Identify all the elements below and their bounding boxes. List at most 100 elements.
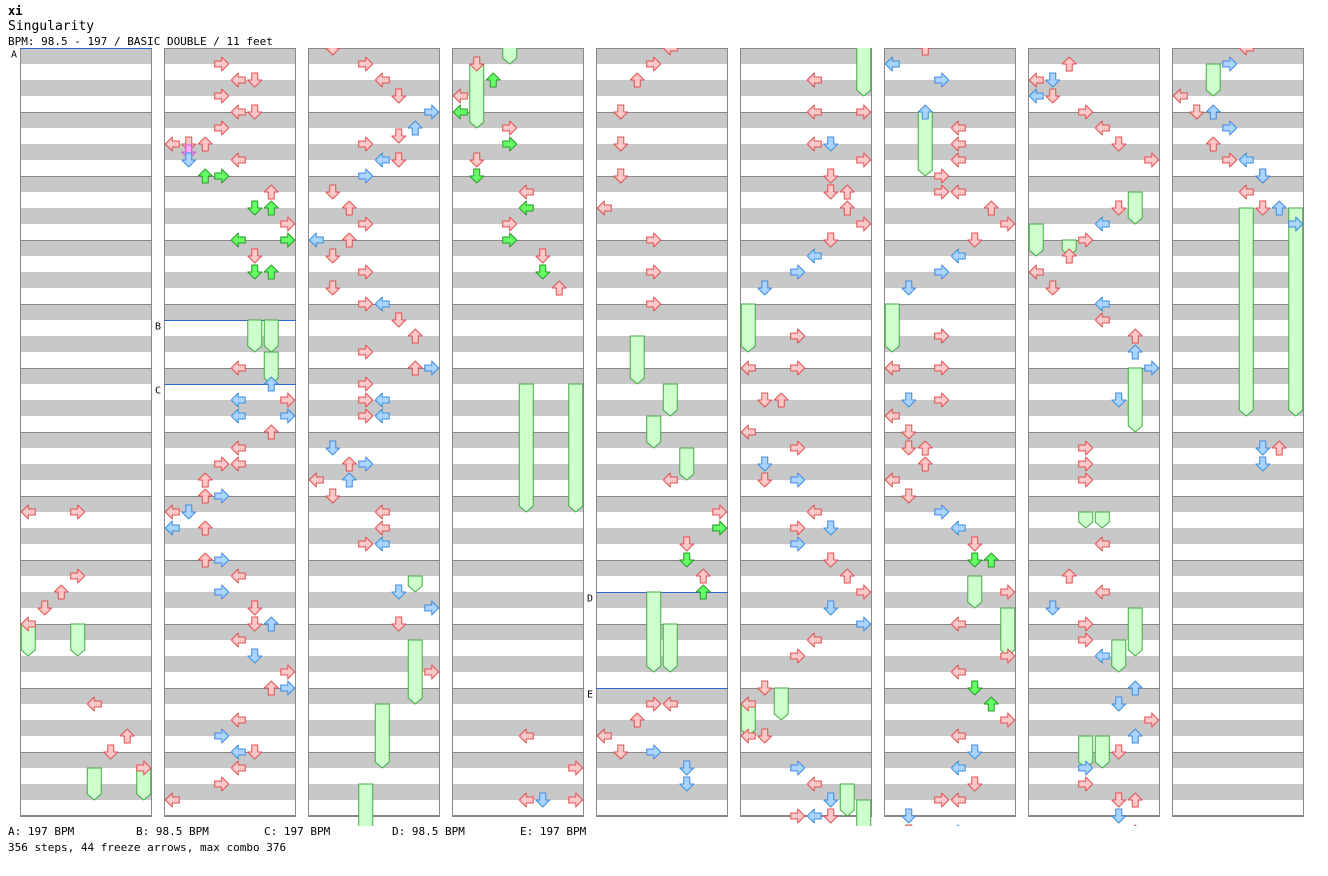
step-arrow <box>1028 72 1044 88</box>
step-arrow <box>1255 456 1271 472</box>
section-label: B <box>155 322 161 333</box>
step-arrow <box>424 104 440 120</box>
step-arrow <box>280 664 296 680</box>
step-arrow <box>1271 200 1287 216</box>
step-arrow <box>740 424 756 440</box>
step-arrow <box>1078 456 1094 472</box>
step-arrow <box>757 728 773 744</box>
step-arrow <box>679 776 695 792</box>
step-arrow <box>1238 152 1254 168</box>
step-arrow <box>341 232 357 248</box>
step-arrow <box>712 504 728 520</box>
bpm-legend-a: A: 197 BPM <box>8 825 75 838</box>
step-arrow <box>917 440 933 456</box>
step-arrow <box>247 264 263 280</box>
step-arrow <box>391 312 407 328</box>
freeze-arrow <box>917 111 933 177</box>
step-arrow <box>1000 584 1016 600</box>
step-arrow <box>1028 88 1044 104</box>
step-arrow <box>374 72 390 88</box>
step-arrow <box>325 48 341 56</box>
step-arrow <box>469 168 485 184</box>
step-arrow <box>358 56 374 72</box>
step-arrow <box>1111 744 1127 760</box>
step-arrow <box>934 264 950 280</box>
step-arrow <box>1094 120 1110 136</box>
step-arrow <box>263 680 279 696</box>
step-arrow <box>1255 440 1271 456</box>
step-arrow <box>518 792 534 808</box>
step-arrow <box>1111 200 1127 216</box>
step-arrow <box>197 520 213 536</box>
step-arrow <box>983 552 999 568</box>
step-arrow <box>230 456 246 472</box>
step-arrow <box>1000 712 1016 728</box>
step-arrow <box>308 232 324 248</box>
step-arrow <box>424 600 440 616</box>
step-arrow <box>917 48 933 56</box>
step-arrow <box>1094 584 1110 600</box>
step-arrow <box>391 616 407 632</box>
freeze-arrow <box>884 303 900 353</box>
step-arrow <box>230 72 246 88</box>
step-arrow <box>263 264 279 280</box>
step-arrow <box>197 472 213 488</box>
step-arrow <box>934 504 950 520</box>
step-arrow <box>757 392 773 408</box>
chart-column <box>308 48 440 817</box>
step-arrow <box>1133 824 1137 826</box>
step-arrow <box>181 152 197 168</box>
step-arrow <box>1094 312 1110 328</box>
step-arrow <box>20 504 36 520</box>
step-arrow <box>214 776 230 792</box>
step-arrow <box>1255 168 1271 184</box>
step-arrow <box>646 56 662 72</box>
freeze-arrow <box>1288 207 1304 417</box>
step-arrow <box>856 152 872 168</box>
step-arrow <box>884 56 900 72</box>
step-arrow <box>280 392 296 408</box>
step-arrow <box>757 280 773 296</box>
step-arrow <box>263 200 279 216</box>
freeze-arrow <box>374 703 390 769</box>
freeze-arrow <box>502 48 518 65</box>
step-arrow <box>1144 360 1160 376</box>
step-arrow <box>695 568 711 584</box>
step-arrow <box>280 216 296 232</box>
step-arrow <box>568 760 584 776</box>
step-arrow <box>230 392 246 408</box>
step-arrow <box>280 232 296 248</box>
step-arrow <box>374 152 390 168</box>
step-arrow <box>773 392 789 408</box>
bpm-legend: A: 197 BPM B: 98.5 BPM C: 197 BPM D: 98.… <box>8 825 708 838</box>
step-arrow <box>790 808 806 824</box>
step-arrow <box>757 680 773 696</box>
step-arrow <box>1094 648 1110 664</box>
step-arrow <box>839 184 855 200</box>
step-arrow <box>1127 728 1143 744</box>
step-arrow <box>164 504 180 520</box>
step-arrow <box>247 72 263 88</box>
step-arrow <box>103 744 119 760</box>
chart-column <box>1028 48 1160 817</box>
step-arrow <box>901 440 917 456</box>
freeze-arrow <box>773 687 789 721</box>
step-arrow <box>662 696 678 712</box>
step-arrow <box>646 264 662 280</box>
freeze-arrow <box>358 783 374 826</box>
step-arrow <box>325 248 341 264</box>
freeze-arrow <box>629 335 645 385</box>
step-arrow <box>263 184 279 200</box>
freeze-arrow <box>1127 607 1143 657</box>
step-arrow <box>884 360 900 376</box>
step-arrow <box>469 152 485 168</box>
step-arrow <box>1061 568 1077 584</box>
step-arrow <box>790 520 806 536</box>
step-arrow <box>695 584 711 600</box>
step-arrow <box>502 216 518 232</box>
step-arrow <box>917 104 933 120</box>
freeze-arrow <box>646 415 662 449</box>
freeze-arrow <box>247 319 263 353</box>
step-arrow <box>983 696 999 712</box>
